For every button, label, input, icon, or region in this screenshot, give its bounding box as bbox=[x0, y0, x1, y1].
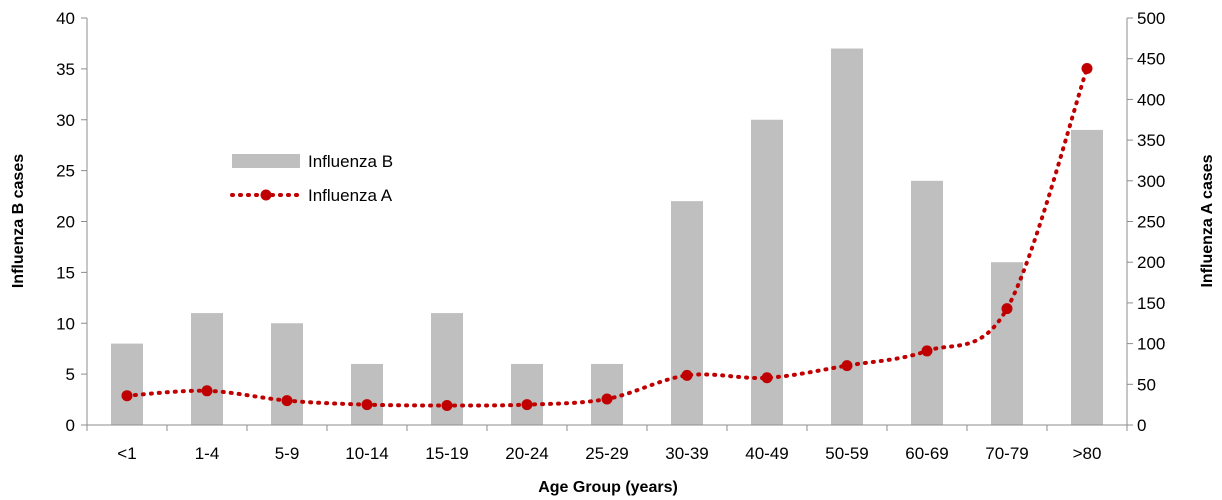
point-influenza-a bbox=[761, 372, 773, 384]
point-influenza-a bbox=[1001, 303, 1013, 315]
bar-influenza-b bbox=[191, 313, 223, 425]
x-tick-label: 1-4 bbox=[195, 444, 220, 463]
bar-influenza-b bbox=[1071, 129, 1103, 426]
x-tick-label: 10-14 bbox=[345, 444, 388, 463]
x-tick-label: 25-29 bbox=[585, 444, 628, 463]
axes-layer: 0510152025303540050100150200250300350400… bbox=[56, 9, 1165, 463]
x-tick-label: 60-69 bbox=[905, 444, 948, 463]
line-influenza-a bbox=[125, 66, 1089, 408]
point-influenza-a bbox=[1081, 62, 1093, 74]
y-left-tick-label: 25 bbox=[56, 162, 75, 181]
legend: Influenza B Influenza A bbox=[230, 152, 393, 205]
y-right-tick-label: 450 bbox=[1137, 50, 1165, 69]
x-tick-label: 15-19 bbox=[425, 444, 468, 463]
y-right-tick-label: 150 bbox=[1137, 294, 1165, 313]
bar-influenza-b bbox=[511, 363, 543, 425]
y-left-tick-label: 15 bbox=[56, 263, 75, 282]
point-influenza-a bbox=[361, 399, 373, 411]
y-left-tick-label: 10 bbox=[56, 314, 75, 333]
legend-swatch-influenza-b bbox=[232, 154, 300, 168]
point-influenza-a bbox=[121, 390, 133, 402]
bar-influenza-b bbox=[351, 363, 383, 425]
point-influenza-a bbox=[281, 395, 293, 407]
line-layer bbox=[121, 62, 1093, 411]
y-right-tick-label: 350 bbox=[1137, 131, 1165, 150]
bar-influenza-b bbox=[911, 180, 943, 425]
x-tick-label: >80 bbox=[1073, 444, 1102, 463]
legend-label-influenza-a: Influenza A bbox=[308, 186, 393, 205]
x-tick-label: 20-24 bbox=[505, 444, 548, 463]
x-tick-label: 5-9 bbox=[275, 444, 300, 463]
point-influenza-a bbox=[921, 345, 933, 357]
y-right-tick-label: 250 bbox=[1137, 213, 1165, 232]
y-right-tick-label: 300 bbox=[1137, 172, 1165, 191]
y-right-tick-label: 100 bbox=[1137, 335, 1165, 354]
y-right-tick-label: 500 bbox=[1137, 9, 1165, 28]
bars-layer bbox=[111, 48, 1103, 426]
y-left-tick-label: 0 bbox=[66, 416, 75, 435]
point-influenza-a bbox=[681, 369, 693, 381]
point-influenza-a bbox=[441, 399, 453, 411]
y-left-tick-label: 20 bbox=[56, 213, 75, 232]
bar-influenza-b bbox=[111, 343, 143, 425]
point-influenza-a bbox=[841, 360, 853, 372]
legend-label-influenza-b: Influenza B bbox=[308, 152, 393, 171]
y-right-tick-label: 0 bbox=[1137, 416, 1146, 435]
legend-marker-influenza-a bbox=[260, 189, 272, 201]
bar-influenza-b bbox=[671, 201, 703, 425]
y-right-tick-label: 50 bbox=[1137, 375, 1156, 394]
x-tick-label: 40-49 bbox=[745, 444, 788, 463]
y-left-tick-label: 5 bbox=[66, 365, 75, 384]
point-influenza-a bbox=[601, 393, 613, 405]
point-influenza-a bbox=[521, 399, 533, 411]
bar-influenza-b bbox=[271, 323, 303, 425]
x-tick-label: 30-39 bbox=[665, 444, 708, 463]
y-right-tick-label: 200 bbox=[1137, 253, 1165, 272]
y-left-tick-label: 40 bbox=[56, 9, 75, 28]
y-left-tick-label: 35 bbox=[56, 60, 75, 79]
bar-influenza-b bbox=[991, 262, 1023, 425]
y-axis-left-title: Influenza B cases bbox=[10, 154, 27, 288]
x-tick-label: <1 bbox=[117, 444, 136, 463]
y-left-tick-label: 30 bbox=[56, 111, 75, 130]
x-tick-label: 70-79 bbox=[985, 444, 1028, 463]
x-tick-label: 50-59 bbox=[825, 444, 868, 463]
point-influenza-a bbox=[201, 385, 213, 397]
y-right-tick-label: 400 bbox=[1137, 90, 1165, 109]
y-axis-right-title: Influenza A cases bbox=[1199, 154, 1216, 287]
x-axis-title: Age Group (years) bbox=[538, 479, 678, 496]
